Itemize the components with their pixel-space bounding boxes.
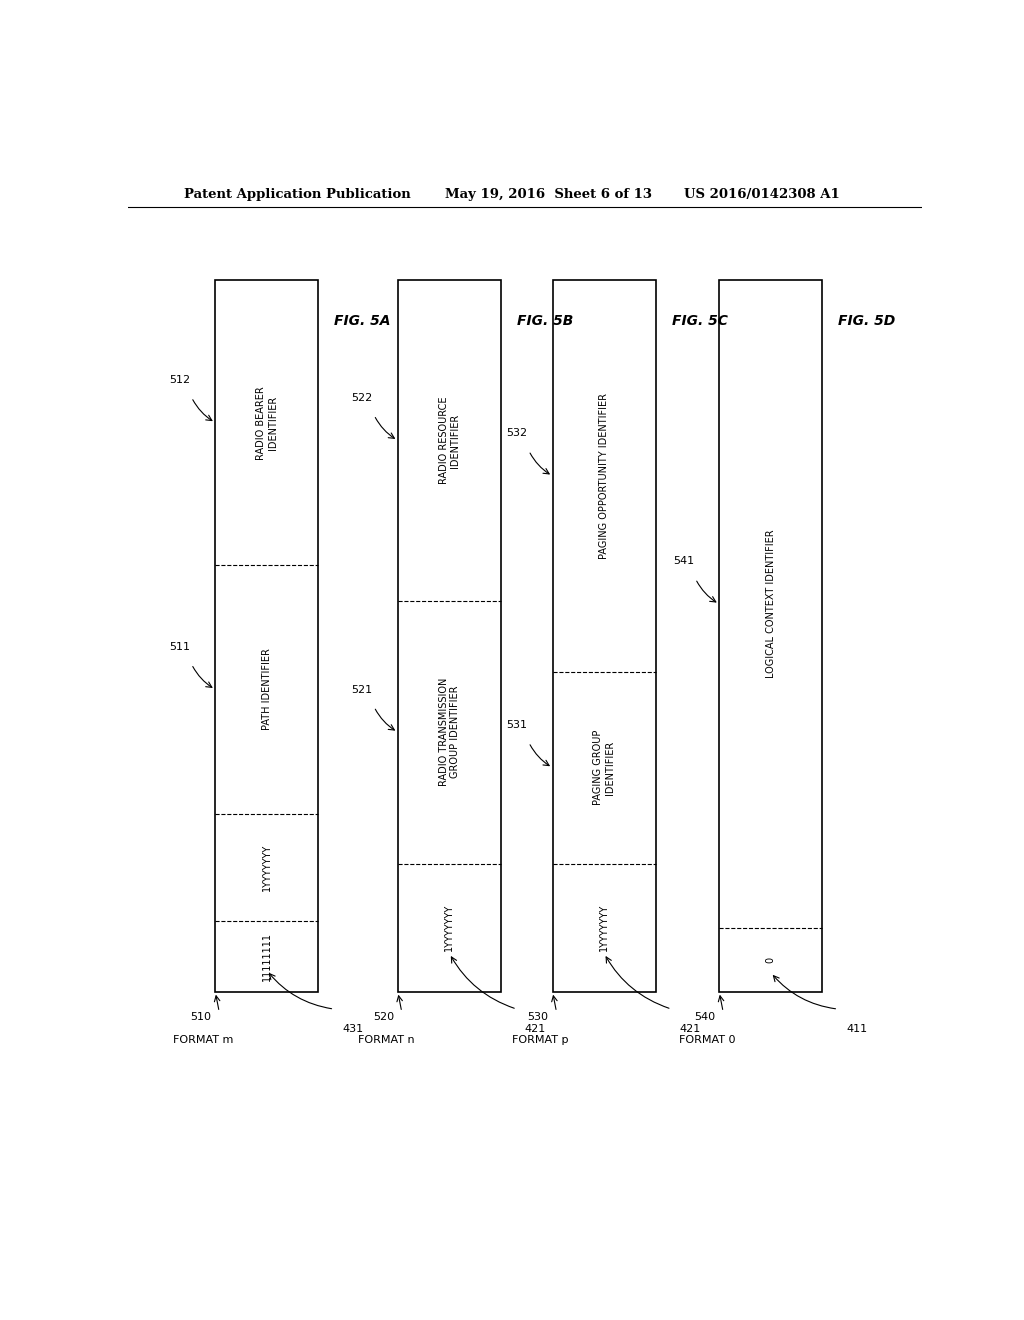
Text: 431: 431 bbox=[342, 1024, 364, 1035]
Bar bbox=[215, 280, 318, 991]
Text: LOGICAL CONTEXT IDENTIFIER: LOGICAL CONTEXT IDENTIFIER bbox=[766, 529, 776, 678]
Text: 522: 522 bbox=[351, 393, 373, 403]
Text: 11111111: 11111111 bbox=[262, 932, 272, 981]
Text: FORMAT m: FORMAT m bbox=[173, 1035, 233, 1044]
Text: FORMAT 0: FORMAT 0 bbox=[679, 1035, 735, 1044]
Text: 421: 421 bbox=[680, 1024, 700, 1035]
Text: 541: 541 bbox=[673, 557, 694, 566]
Text: 511: 511 bbox=[169, 642, 190, 652]
Text: 512: 512 bbox=[169, 375, 190, 385]
Text: RADIO TRANSMISSION
GROUP IDENTIFIER: RADIO TRANSMISSION GROUP IDENTIFIER bbox=[438, 678, 460, 787]
Text: 521: 521 bbox=[351, 685, 373, 694]
Text: PATH IDENTIFIER: PATH IDENTIFIER bbox=[262, 648, 272, 730]
Bar bbox=[553, 280, 655, 991]
Text: FIG. 5C: FIG. 5C bbox=[672, 314, 727, 329]
Text: 1YYYYYYY: 1YYYYYYY bbox=[262, 843, 272, 891]
Text: 411: 411 bbox=[846, 1024, 867, 1035]
Text: 520: 520 bbox=[373, 1012, 394, 1022]
Text: FIG. 5D: FIG. 5D bbox=[839, 314, 896, 329]
Text: PAGING OPPORTUNITY IDENTIFIER: PAGING OPPORTUNITY IDENTIFIER bbox=[599, 393, 609, 560]
Text: 0: 0 bbox=[766, 957, 776, 962]
Text: FORMAT p: FORMAT p bbox=[512, 1035, 569, 1044]
Text: 540: 540 bbox=[694, 1012, 716, 1022]
Text: Patent Application Publication: Patent Application Publication bbox=[183, 189, 411, 202]
Text: RADIO RESOURCE
IDENTIFIER: RADIO RESOURCE IDENTIFIER bbox=[438, 397, 460, 484]
Text: 530: 530 bbox=[527, 1012, 549, 1022]
Text: May 19, 2016  Sheet 6 of 13: May 19, 2016 Sheet 6 of 13 bbox=[445, 189, 652, 202]
Text: PAGING GROUP
IDENTIFIER: PAGING GROUP IDENTIFIER bbox=[593, 730, 615, 805]
Text: RADIO BEARER
IDENTIFIER: RADIO BEARER IDENTIFIER bbox=[256, 385, 278, 459]
Text: 1YYYYYYY: 1YYYYYYY bbox=[444, 904, 455, 952]
Text: 1YYYYYYY: 1YYYYYYY bbox=[599, 904, 609, 952]
Bar bbox=[719, 280, 822, 991]
Text: 510: 510 bbox=[190, 1012, 211, 1022]
Text: FIG. 5B: FIG. 5B bbox=[517, 314, 573, 329]
Text: 421: 421 bbox=[524, 1024, 546, 1035]
Text: US 2016/0142308 A1: US 2016/0142308 A1 bbox=[684, 189, 840, 202]
Text: 531: 531 bbox=[506, 721, 527, 730]
Text: 532: 532 bbox=[506, 429, 527, 438]
Text: FORMAT n: FORMAT n bbox=[357, 1035, 415, 1044]
Bar bbox=[397, 280, 501, 991]
Text: FIG. 5A: FIG. 5A bbox=[334, 314, 391, 329]
